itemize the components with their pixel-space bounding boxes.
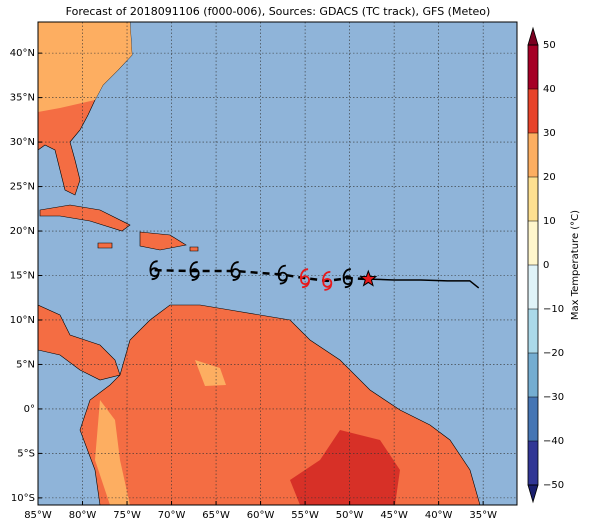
colorbar-segment	[528, 309, 538, 353]
colorbar-tick-label: −40	[543, 436, 564, 447]
y-tick-label: 15°N	[10, 271, 35, 282]
colorbar-segment	[528, 265, 538, 309]
map-title: Forecast of 2018091106 (f000-006), Sourc…	[66, 5, 491, 18]
y-tick-label: 20°N	[10, 226, 35, 237]
x-tick-label: 60°W	[247, 510, 275, 521]
y-tick-label: 30°N	[10, 137, 35, 148]
cyclone-symbol	[322, 270, 333, 291]
colorbar-tick-label: 40	[543, 84, 556, 95]
cyclone-symbol	[189, 261, 200, 281]
y-tick-label: 0°	[24, 404, 35, 415]
colorbar-label: Max Temperature (°C)	[570, 210, 581, 320]
colorbar-segment	[528, 177, 538, 221]
colorbar-over	[527, 26, 539, 46]
colorbar-tick-label: −20	[543, 348, 564, 359]
y-tick-label: 5°N	[16, 359, 35, 370]
y-tick-label: 35°N	[10, 93, 35, 104]
observed-track	[368, 278, 480, 289]
colorbar-tick-label: −30	[543, 392, 564, 403]
colorbar-tick-label: −50	[543, 480, 564, 491]
colorbar-tick-label: 30	[543, 128, 556, 139]
colorbar-tick-label: 20	[543, 172, 556, 183]
colorbar-segment	[528, 133, 538, 177]
colorbar-tick-label: −10	[543, 304, 564, 315]
colorbar-tick-label: 10	[543, 216, 556, 227]
colorbar-segment	[528, 353, 538, 397]
x-tick-label: 75°W	[113, 510, 141, 521]
x-tick-label: 80°W	[69, 510, 97, 521]
colorbar-segment	[528, 89, 538, 133]
x-tick-label: 85°W	[24, 510, 52, 521]
colorbar-under	[527, 484, 539, 504]
y-tick-label: 10°S	[11, 493, 35, 504]
cyclone-symbol	[230, 261, 241, 281]
colorbar-segment	[528, 441, 538, 485]
y-tick-label: 40°N	[10, 48, 35, 59]
y-tick-label: 5°S	[17, 448, 35, 459]
y-tick-label: 10°N	[10, 315, 35, 326]
colorbar-frame	[527, 44, 539, 486]
colorbar-segment	[528, 221, 538, 265]
colorbar-segment	[528, 45, 538, 89]
cyclone-symbol	[277, 264, 288, 285]
cyclone-symbol	[342, 268, 353, 289]
x-tick-label: 65°W	[202, 510, 230, 521]
cyclone-symbol	[299, 268, 311, 289]
x-tick-label: 45°W	[380, 510, 408, 521]
cyclone-symbol	[149, 260, 160, 281]
x-tick-label: 55°W	[291, 510, 319, 521]
map-frame	[37, 21, 518, 506]
x-tick-label: 50°W	[336, 510, 364, 521]
colorbar-tick-label: 0	[543, 260, 549, 271]
current-position	[359, 269, 378, 287]
colorbar-segment	[528, 397, 538, 441]
x-tick-label: 35°W	[469, 510, 497, 521]
land	[38, 22, 481, 505]
y-tick-label: 25°N	[10, 182, 35, 193]
x-tick-label: 70°W	[158, 510, 186, 521]
x-tick-label: 40°W	[425, 510, 453, 521]
colorbar-tick-label: 50	[543, 40, 556, 51]
